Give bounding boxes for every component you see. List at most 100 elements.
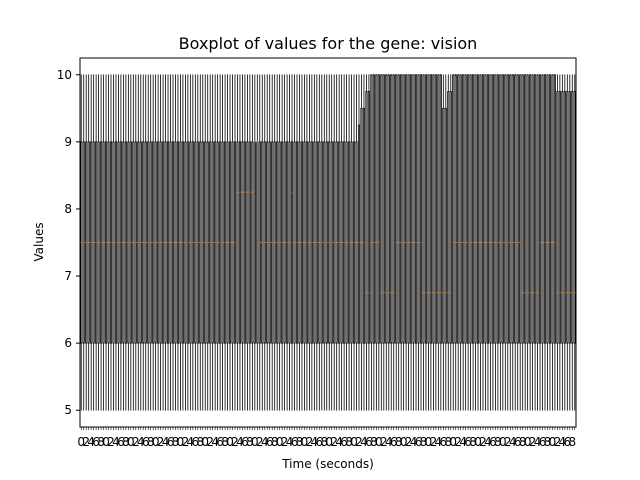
x-tick-label: 8 bbox=[147, 435, 155, 449]
box-152 bbox=[454, 74, 457, 411]
x-tick-label: 0 bbox=[524, 435, 532, 449]
box-76 bbox=[266, 74, 269, 411]
box-iqr bbox=[484, 74, 487, 344]
box-112 bbox=[355, 74, 358, 411]
y-tick-label: 7 bbox=[64, 269, 72, 283]
box-iqr bbox=[432, 74, 435, 344]
box-200 bbox=[573, 74, 576, 411]
y-tick-label: 6 bbox=[64, 336, 72, 350]
box-185 bbox=[536, 74, 539, 411]
x-tick-label: 8 bbox=[196, 435, 204, 449]
x-tick-label: 4 bbox=[87, 435, 95, 449]
box-151 bbox=[452, 74, 455, 411]
box-44 bbox=[186, 74, 189, 411]
x-tick-label: 6 bbox=[464, 435, 472, 449]
x-tick-label: 0 bbox=[549, 435, 557, 449]
x-tick-label: 6 bbox=[117, 435, 125, 449]
box-iqr bbox=[573, 91, 576, 344]
box-155 bbox=[462, 74, 465, 411]
box-iqr bbox=[385, 74, 388, 344]
x-tick-label: 4 bbox=[360, 435, 368, 449]
box-iqr bbox=[256, 141, 259, 344]
box-iqr bbox=[504, 74, 507, 344]
box-iqr bbox=[291, 141, 294, 344]
x-tick-label: 0 bbox=[499, 435, 507, 449]
box-110 bbox=[350, 74, 353, 411]
box-154 bbox=[459, 74, 462, 411]
x-tick-label: 6 bbox=[315, 435, 323, 449]
x-tick-label: 6 bbox=[241, 435, 249, 449]
x-tick-label: 0 bbox=[226, 435, 234, 449]
box-iqr bbox=[372, 74, 375, 344]
box-130 bbox=[400, 74, 403, 411]
x-tick-label: 8 bbox=[370, 435, 378, 449]
box-35 bbox=[164, 74, 167, 411]
box-11 bbox=[105, 74, 108, 411]
y-tick-label: 8 bbox=[64, 202, 72, 216]
box-68 bbox=[246, 74, 249, 411]
box-19 bbox=[124, 74, 127, 411]
box-28 bbox=[147, 74, 150, 411]
x-tick-label: 8 bbox=[395, 435, 403, 449]
box-53 bbox=[209, 74, 212, 411]
x-tick-label: 6 bbox=[415, 435, 423, 449]
box-iqr bbox=[454, 74, 457, 344]
box-86 bbox=[291, 74, 294, 411]
box-85 bbox=[288, 74, 291, 411]
box-50 bbox=[201, 74, 204, 411]
box-14 bbox=[112, 74, 115, 411]
box-148 bbox=[444, 74, 447, 411]
box-iqr bbox=[472, 74, 475, 344]
box-iqr bbox=[553, 74, 556, 344]
box-iqr bbox=[491, 74, 494, 344]
box-iqr bbox=[534, 74, 537, 344]
x-tick-label: 2 bbox=[330, 435, 338, 449]
box-65 bbox=[238, 74, 241, 411]
box-iqr bbox=[392, 74, 395, 344]
box-95 bbox=[313, 74, 316, 411]
x-tick-label: 0 bbox=[325, 435, 333, 449]
y-tick-label: 10 bbox=[57, 68, 72, 82]
box-129 bbox=[397, 74, 400, 411]
box-115 bbox=[362, 74, 365, 411]
box-67 bbox=[243, 74, 246, 411]
box-8 bbox=[97, 74, 100, 411]
box-101 bbox=[328, 74, 331, 411]
box-iqr bbox=[571, 91, 574, 344]
box-113 bbox=[357, 74, 361, 411]
box-iqr bbox=[246, 141, 249, 344]
box-163 bbox=[481, 74, 485, 411]
box-iqr bbox=[377, 74, 380, 344]
box-89 bbox=[298, 74, 301, 411]
box-168 bbox=[494, 74, 497, 411]
box-iqr bbox=[481, 74, 485, 344]
box-22 bbox=[132, 74, 135, 411]
x-tick-label: 8 bbox=[97, 435, 105, 449]
box-26 bbox=[142, 74, 145, 411]
x-tick-label: 4 bbox=[286, 435, 294, 449]
x-tick-label: 4 bbox=[211, 435, 219, 449]
box-32 bbox=[157, 74, 160, 411]
box-iqr bbox=[469, 74, 472, 344]
x-tick-label: 2 bbox=[281, 435, 289, 449]
x-tick-label: 2 bbox=[157, 435, 165, 449]
box-57 bbox=[219, 74, 222, 411]
x-tick-label: 4 bbox=[484, 435, 492, 449]
box-117 bbox=[367, 74, 370, 411]
box-136 bbox=[415, 74, 418, 411]
box-iqr bbox=[452, 74, 455, 344]
box-178 bbox=[519, 74, 522, 411]
box-62 bbox=[231, 74, 234, 411]
x-tick-label: 6 bbox=[439, 435, 447, 449]
box-4 bbox=[87, 74, 90, 411]
box-31 bbox=[154, 74, 157, 411]
x-tick-label: 2 bbox=[355, 435, 363, 449]
x-tick-label: 4 bbox=[187, 435, 195, 449]
x-tick-label: 4 bbox=[112, 435, 120, 449]
box-41 bbox=[179, 74, 182, 411]
x-tick-label: 6 bbox=[340, 435, 348, 449]
x-tick-label: 2 bbox=[454, 435, 462, 449]
x-tick-label: 6 bbox=[539, 435, 547, 449]
box-47 bbox=[194, 74, 197, 411]
box-124 bbox=[385, 74, 388, 411]
